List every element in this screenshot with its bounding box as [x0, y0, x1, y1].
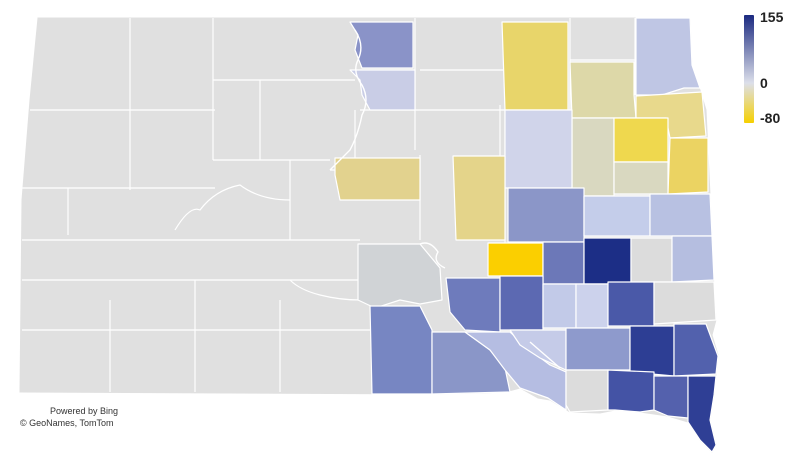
county-region[interactable]: [667, 137, 709, 195]
county-region[interactable]: [607, 281, 655, 327]
map-area[interactable]: [0, 0, 740, 461]
county-region[interactable]: [571, 117, 615, 197]
legend-mid-label: 0: [760, 75, 768, 91]
county-region[interactable]: [653, 281, 717, 325]
county-region[interactable]: [613, 161, 669, 195]
county-region[interactable]: [369, 305, 433, 395]
county-region[interactable]: [607, 369, 655, 413]
county-region[interactable]: [509, 329, 567, 371]
counties-data: [334, 17, 719, 453]
legend-gradient-bar: [744, 15, 754, 123]
legend-max-label: 155: [760, 9, 784, 25]
county-region[interactable]: [445, 277, 501, 333]
legend-min-label: -80: [760, 110, 781, 126]
county-region[interactable]: [613, 117, 669, 163]
county-region[interactable]: [565, 327, 631, 371]
county-region[interactable]: [357, 243, 443, 309]
county-region[interactable]: [565, 369, 609, 413]
geonames-attribution: © GeoNames, TomTom: [20, 418, 114, 428]
county-region[interactable]: [499, 275, 544, 331]
county-region[interactable]: [649, 193, 713, 237]
county-region[interactable]: [583, 195, 651, 237]
county-region[interactable]: [671, 235, 715, 283]
county-region[interactable]: [542, 241, 585, 285]
county-region[interactable]: [569, 61, 637, 119]
county-region[interactable]: [629, 325, 675, 377]
county-region[interactable]: [349, 21, 414, 69]
county-region[interactable]: [653, 375, 689, 419]
county-region[interactable]: [487, 242, 544, 277]
map-attribution: Powered by Bing © GeoNames, TomTom: [20, 405, 118, 429]
county-region[interactable]: [504, 109, 573, 189]
county-region[interactable]: [635, 17, 701, 96]
bing-attribution: Powered by Bing: [50, 406, 119, 416]
county-region[interactable]: [507, 187, 585, 243]
county-region[interactable]: [575, 283, 609, 329]
county-region[interactable]: [630, 237, 673, 283]
county-region[interactable]: [334, 157, 421, 201]
river-lines: [329, 29, 561, 369]
county-region[interactable]: [501, 21, 569, 111]
county-region[interactable]: [452, 155, 506, 241]
south-dakota-map[interactable]: [0, 0, 740, 461]
county-region[interactable]: [583, 237, 632, 285]
county-region[interactable]: [687, 375, 717, 453]
color-legend: 155 0 -80: [742, 8, 798, 128]
county-region[interactable]: [542, 283, 577, 329]
